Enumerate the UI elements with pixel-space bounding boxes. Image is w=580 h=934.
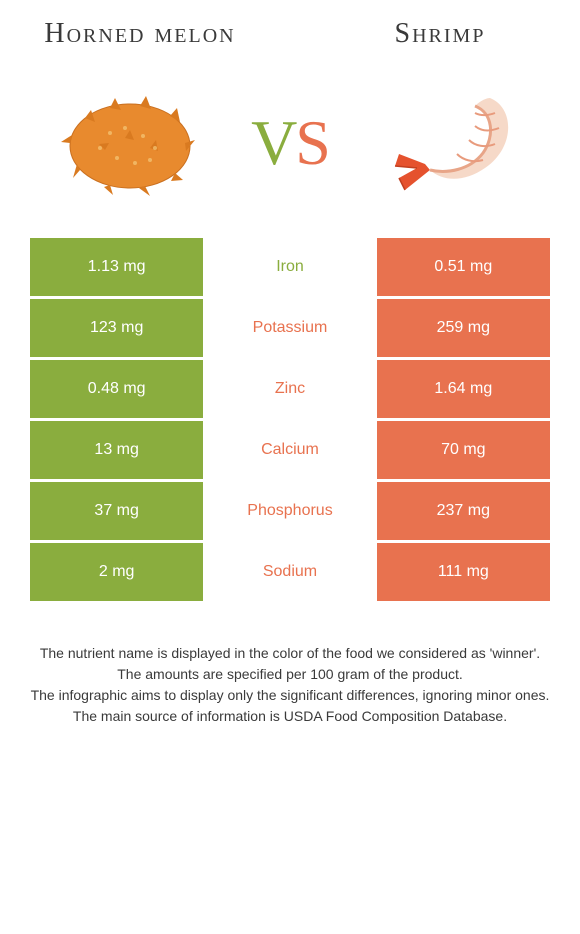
nutrient-label: Calcium	[203, 421, 376, 479]
footnotes: The nutrient name is displayed in the co…	[0, 604, 580, 726]
value-right: 1.64 mg	[377, 360, 550, 418]
value-right: 237 mg	[377, 482, 550, 540]
horned-melon-image	[50, 78, 210, 208]
footnote-line: The amounts are specified per 100 gram o…	[20, 665, 560, 684]
vs-v: V	[251, 107, 295, 178]
value-right: 111 mg	[377, 543, 550, 601]
nutrition-table: 1.13 mgIron0.51 mg123 mgPotassium259 mg0…	[0, 238, 580, 601]
value-left: 2 mg	[30, 543, 203, 601]
value-left: 123 mg	[30, 299, 203, 357]
vs-label: VS	[251, 106, 329, 180]
footnote-line: The main source of information is USDA F…	[20, 707, 560, 726]
value-left: 37 mg	[30, 482, 203, 540]
footnote-line: The nutrient name is displayed in the co…	[20, 644, 560, 663]
nutrient-label: Zinc	[203, 360, 376, 418]
value-right: 70 mg	[377, 421, 550, 479]
nutrient-label: Sodium	[203, 543, 376, 601]
nutrition-row: 2 mgSodium111 mg	[30, 543, 550, 601]
food-title-left: Horned melon	[40, 18, 240, 50]
value-right: 0.51 mg	[377, 238, 550, 296]
nutrition-row: 13 mgCalcium70 mg	[30, 421, 550, 479]
nutrient-label: Potassium	[203, 299, 376, 357]
image-row: VS	[0, 50, 580, 238]
nutrient-label: Iron	[203, 238, 376, 296]
value-right: 259 mg	[377, 299, 550, 357]
food-title-right: Shrimp	[340, 18, 540, 50]
nutrition-row: 37 mgPhosphorus237 mg	[30, 482, 550, 540]
value-left: 13 mg	[30, 421, 203, 479]
nutrient-label: Phosphorus	[203, 482, 376, 540]
nutrition-row: 123 mgPotassium259 mg	[30, 299, 550, 357]
value-left: 1.13 mg	[30, 238, 203, 296]
shrimp-image	[370, 78, 530, 208]
value-left: 0.48 mg	[30, 360, 203, 418]
footnote-line: The infographic aims to display only the…	[20, 686, 560, 705]
header-row: Horned melon Shrimp	[0, 0, 580, 50]
nutrition-row: 0.48 mgZinc1.64 mg	[30, 360, 550, 418]
nutrition-row: 1.13 mgIron0.51 mg	[30, 238, 550, 296]
vs-s: S	[295, 107, 329, 178]
